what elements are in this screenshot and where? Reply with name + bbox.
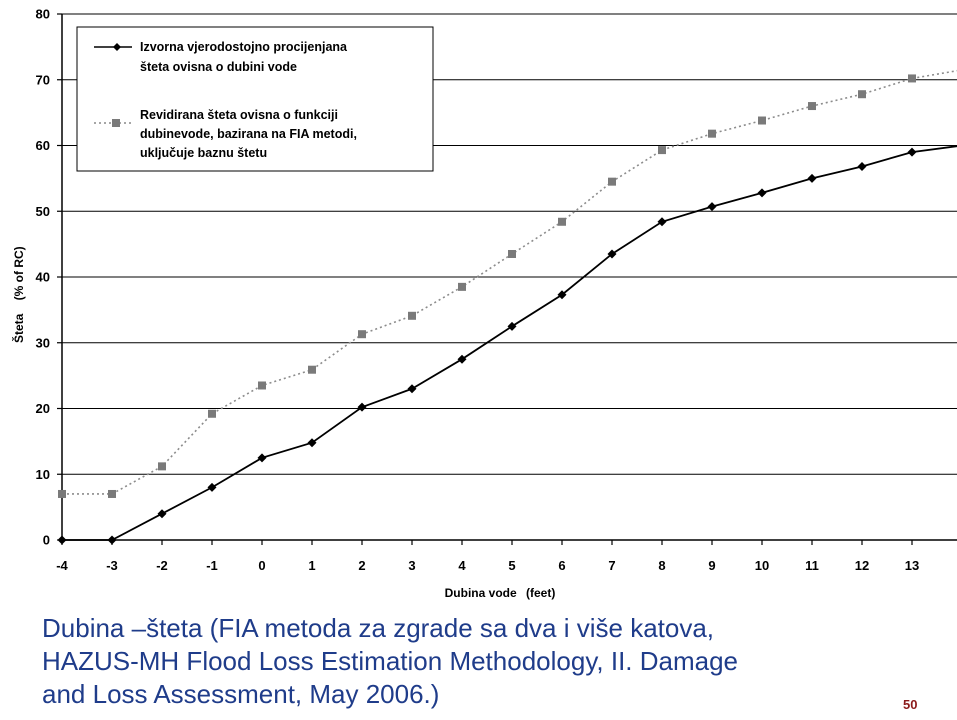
x-tick-label: 9 xyxy=(708,558,715,573)
series-2-point xyxy=(358,330,366,339)
series-1-point xyxy=(807,173,817,183)
y-axis-label: Šteta xyxy=(11,313,26,343)
caption-line-2: HAZUS-MH Flood Loss Estimation Methodolo… xyxy=(42,646,739,676)
x-tick-label: 5 xyxy=(508,558,515,573)
x-tick-label: 13 xyxy=(905,558,919,573)
x-tick-label: -2 xyxy=(156,558,168,573)
series-1-point xyxy=(107,535,117,545)
x-tick-label: -3 xyxy=(106,558,118,573)
legend-marker-square xyxy=(112,119,120,127)
legend-marker-diamond xyxy=(113,43,121,51)
y-tick-label: 10 xyxy=(36,467,50,482)
series-1-point xyxy=(307,438,317,448)
series-2-point xyxy=(808,102,816,111)
legend-entry-2-line-1: Revidirana šteta ovisna o funkciji xyxy=(140,108,338,122)
x-tick-label: 10 xyxy=(755,558,769,573)
series-2-point xyxy=(258,381,266,390)
series-2-point xyxy=(508,249,516,258)
y-tick-label: 60 xyxy=(36,138,50,153)
x-tick-label: 11 xyxy=(805,558,819,573)
series-1-point xyxy=(657,217,667,227)
series-1-point xyxy=(157,509,167,519)
series-1-point xyxy=(707,202,717,212)
series-2-point xyxy=(208,409,216,418)
series-1-point xyxy=(57,535,67,545)
legend-entry-2-line-3: uključuje baznu štetu xyxy=(140,146,267,160)
series-2-point xyxy=(308,365,316,374)
y-axis-unit: (% of RC) xyxy=(12,246,26,300)
series-1-point xyxy=(757,188,767,198)
y-tick-label: 70 xyxy=(36,72,50,87)
series-1-point xyxy=(507,321,517,331)
series-1-point xyxy=(407,384,417,394)
y-tick-label: 50 xyxy=(36,204,50,219)
series-2-point xyxy=(708,129,716,138)
series-2-point xyxy=(558,217,566,226)
axes xyxy=(57,13,957,545)
series-2-point xyxy=(58,489,66,498)
series-1-point xyxy=(907,147,917,157)
x-tick-label: 8 xyxy=(658,558,665,573)
series-2-point xyxy=(458,282,466,291)
caption-line-3: and Loss Assessment, May 2006.) xyxy=(42,679,440,709)
x-tick-label: 4 xyxy=(458,558,466,573)
x-tick-labels: -4-3-2-10123456789101112131 xyxy=(56,558,919,573)
y-tick-label: 0 xyxy=(43,533,50,548)
x-tick-label: -1 xyxy=(206,558,218,573)
x-axis-label: Dubina vode xyxy=(445,586,517,600)
x-tick-label: 3 xyxy=(408,558,415,573)
series-1-point xyxy=(607,249,617,259)
x-axis-title: Dubina vode (feet) xyxy=(445,586,556,600)
y-tick-label: 80 xyxy=(36,7,50,22)
series-1-point xyxy=(557,290,567,300)
series-2-point xyxy=(408,311,416,320)
slide-caption: Dubina –šteta (FIA metoda za zgrade sa d… xyxy=(42,612,922,711)
x-axis-unit: (feet) xyxy=(526,586,555,600)
legend-entry-2-line-2: dubinevode, bazirana na FIA metodi, xyxy=(140,127,357,141)
series-1-point xyxy=(357,402,367,412)
series-2-point xyxy=(858,90,866,99)
page-number: 50 xyxy=(903,697,918,712)
series-2-point xyxy=(108,489,116,498)
y-axis-title: Šteta (% of RC) xyxy=(11,246,26,343)
y-tick-label: 30 xyxy=(36,335,50,350)
y-tick-labels: 0 10 20 30 40 50 60 70 80 xyxy=(36,7,50,548)
x-tick-label: 12 xyxy=(855,558,869,573)
legend-entry-1-line-1: Izvorna vjerodostojno procijenjana xyxy=(140,40,348,54)
series-2-point xyxy=(608,177,616,186)
series-2-point xyxy=(158,462,166,471)
legend-box xyxy=(76,26,434,172)
series-1-point xyxy=(857,162,867,172)
series-2-point xyxy=(758,116,766,125)
legend: Izvorna vjerodostojno procijenjana šteta… xyxy=(76,26,434,172)
x-tick-label: 1 xyxy=(308,558,315,573)
x-tick-label: 6 xyxy=(558,558,565,573)
y-tick-label: 20 xyxy=(36,401,50,416)
x-tick-label: -4 xyxy=(56,558,68,573)
x-tick-label: 0 xyxy=(258,558,265,573)
series-1-point xyxy=(457,354,467,364)
x-tick-label: 2 xyxy=(358,558,365,573)
series-2-point xyxy=(658,146,666,155)
legend-entry-1-line-2: šteta ovisna o dubini vode xyxy=(140,60,297,74)
series-1-point xyxy=(207,482,217,492)
x-tick-label: 7 xyxy=(608,558,615,573)
series-1-point xyxy=(257,453,267,463)
series-lines xyxy=(57,69,957,545)
y-tick-label: 40 xyxy=(36,270,50,285)
series-2-point xyxy=(908,74,916,83)
caption-line-1: Dubina –šteta (FIA metoda za zgrade sa d… xyxy=(42,613,715,643)
